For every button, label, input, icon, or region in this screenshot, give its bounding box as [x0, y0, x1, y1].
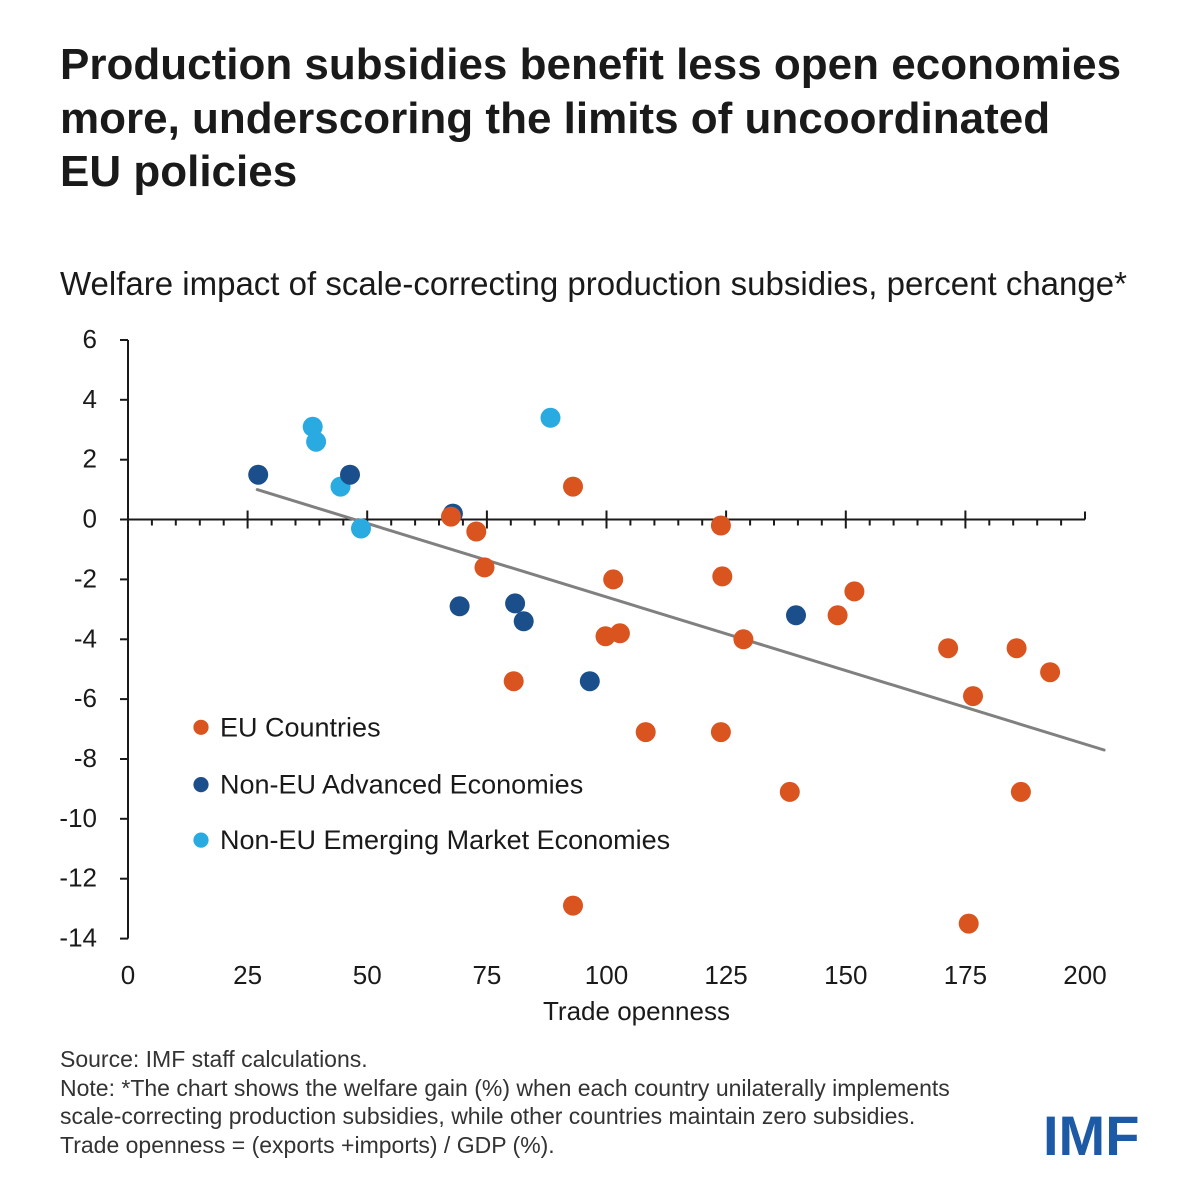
- svg-text:Non-EU Emerging Market Economi: Non-EU Emerging Market Economies: [220, 825, 670, 855]
- svg-text:4: 4: [83, 384, 97, 414]
- svg-text:-6: -6: [74, 683, 97, 713]
- svg-text:-14: -14: [59, 923, 97, 953]
- svg-text:-2: -2: [74, 563, 97, 593]
- svg-text:0: 0: [83, 504, 97, 534]
- svg-text:150: 150: [824, 960, 867, 990]
- svg-text:2: 2: [83, 444, 97, 474]
- svg-text:175: 175: [944, 960, 987, 990]
- svg-text:-10: -10: [59, 803, 97, 833]
- svg-text:0: 0: [121, 960, 135, 990]
- svg-text:200: 200: [1063, 960, 1106, 990]
- svg-text:50: 50: [353, 960, 382, 990]
- svg-text:EU Countries: EU Countries: [220, 712, 381, 742]
- svg-text:100: 100: [585, 960, 628, 990]
- svg-text:75: 75: [472, 960, 501, 990]
- svg-text:125: 125: [704, 960, 747, 990]
- svg-text:25: 25: [233, 960, 262, 990]
- svg-text:-4: -4: [74, 623, 97, 653]
- svg-text:Non-EU Advanced Economies: Non-EU Advanced Economies: [220, 770, 583, 800]
- svg-text:-12: -12: [59, 863, 97, 893]
- svg-text:-8: -8: [74, 743, 97, 773]
- svg-text:6: 6: [83, 324, 97, 354]
- svg-text:Trade openness: Trade openness: [543, 996, 730, 1026]
